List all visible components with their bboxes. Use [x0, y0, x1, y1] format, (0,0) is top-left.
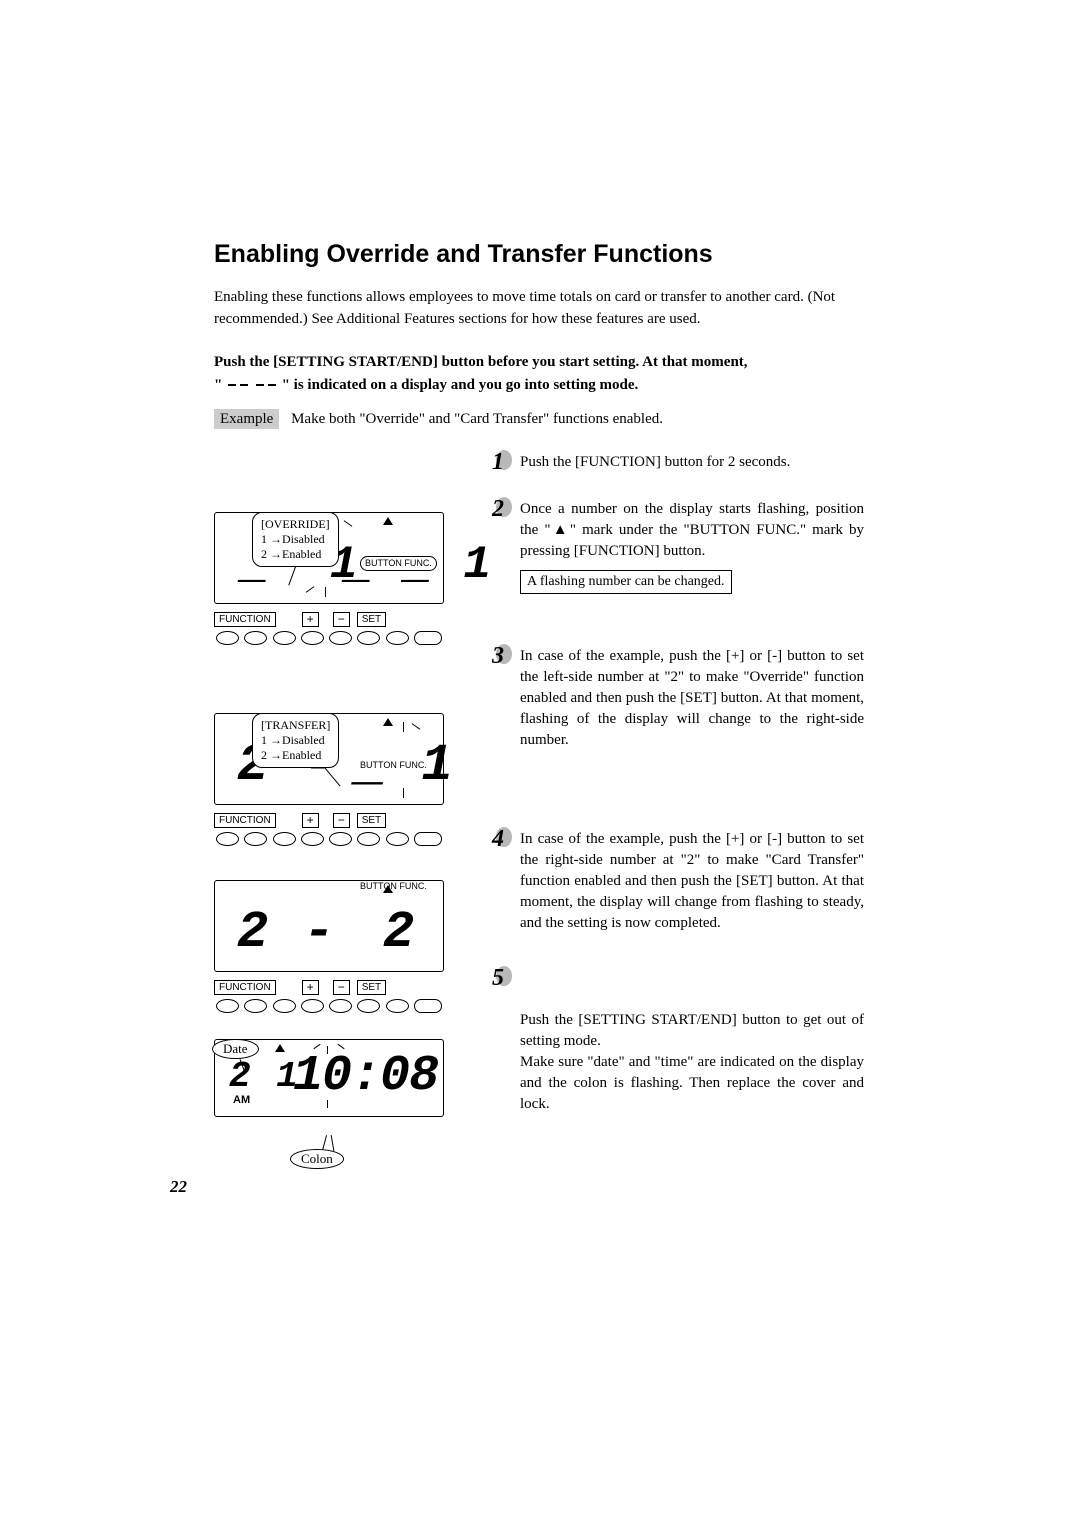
function-button[interactable]: FUNCTION — [214, 612, 276, 627]
set-button[interactable]: SET — [357, 980, 386, 995]
diagrams-column: [OVERRIDE] 1 →Disabled 2 →Enabled BUTTON… — [214, 444, 444, 1141]
triangle-up-icon — [383, 718, 393, 726]
dash-icon — [240, 384, 248, 386]
button-oval[interactable] — [357, 999, 380, 1013]
colon-callout: Colon — [290, 1149, 344, 1169]
transfer-bubble: [TRANSFER] 1 →Disabled 2 →Enabled — [252, 713, 339, 768]
function-button[interactable]: FUNCTION — [214, 813, 276, 828]
steps-column: 1 Push the [FUNCTION] button for 2 secon… — [494, 444, 864, 1115]
button-row: FUNCTION + − SET — [214, 610, 444, 645]
minus-button[interactable]: − — [333, 980, 350, 995]
instr-quote-open: " — [214, 377, 226, 393]
step-text: Once a number on the display starts flas… — [520, 501, 864, 559]
setting-instruction: Push the [SETTING START/END] button befo… — [214, 351, 864, 398]
set-button[interactable]: SET — [357, 813, 386, 828]
step-5: 5 Push the [SETTING START/END] button to… — [494, 968, 864, 1115]
override-bubble: [OVERRIDE] 1 →Disabled 2 →Enabled — [252, 512, 339, 567]
page-number: 22 — [170, 1177, 187, 1197]
button-oval[interactable] — [216, 832, 239, 846]
plus-button[interactable]: + — [302, 813, 319, 828]
button-oval[interactable] — [329, 631, 352, 645]
button-oval[interactable] — [244, 999, 267, 1013]
step-number: 1 — [492, 446, 504, 480]
button-oval[interactable] — [414, 999, 442, 1013]
step-number: 4 — [492, 823, 504, 857]
device-panel-4: Date 2 1 AM 10:08 Colon — [214, 1039, 444, 1117]
step-text: In case of the example, push the [+] or … — [520, 648, 864, 748]
button-func-label: BUTTON FUNC. — [360, 761, 427, 770]
instr-quote-close: " is indicated on a display and you go i… — [278, 377, 638, 393]
step-number: 2 — [492, 493, 504, 527]
note-box: A flashing number can be changed. — [520, 570, 732, 594]
step-2: 2 Once a number on the display starts fl… — [494, 499, 864, 562]
step-text: In case of the example, push the [+] or … — [520, 831, 864, 931]
step-number: 5 — [492, 962, 504, 996]
device-panel-3: BUTTON FUNC. 2 - 2 FUNCTION + − SET — [214, 880, 444, 1013]
lcd-left-digits: 2 - — [237, 903, 337, 962]
example-row: Example Make both "Override" and "Card T… — [214, 411, 864, 428]
button-oval[interactable] — [357, 832, 380, 846]
lcd-time-digits: 10:08 — [293, 1048, 438, 1105]
lcd-right-digits: 2 — [383, 903, 416, 962]
button-oval[interactable] — [273, 832, 296, 846]
button-func-label: BUTTON FUNC. — [360, 556, 437, 571]
button-row: FUNCTION + − SET — [214, 811, 444, 846]
button-oval[interactable] — [301, 631, 324, 645]
function-button[interactable]: FUNCTION — [214, 980, 276, 995]
button-oval[interactable] — [273, 999, 296, 1013]
date-callout: Date — [212, 1039, 259, 1059]
bubble-line: 2 →Enabled — [261, 748, 330, 763]
intro-paragraph: Enabling these functions allows employee… — [214, 287, 864, 331]
button-oval[interactable] — [301, 999, 324, 1013]
bubble-title: [TRANSFER] — [261, 718, 330, 733]
dash-icon — [268, 384, 276, 386]
step-1: 1 Push the [FUNCTION] button for 2 secon… — [494, 452, 864, 473]
bubble-title: [OVERRIDE] — [261, 517, 330, 532]
step-text: Push the [SETTING START/END] button to g… — [520, 1012, 864, 1112]
button-oval[interactable] — [244, 631, 267, 645]
button-oval[interactable] — [386, 999, 409, 1013]
step-text: Push the [FUNCTION] button for 2 seconds… — [520, 454, 790, 470]
step-number: 3 — [492, 640, 504, 674]
set-button[interactable]: SET — [357, 612, 386, 627]
button-oval[interactable] — [329, 832, 352, 846]
page-title: Enabling Override and Transfer Functions — [214, 240, 864, 269]
am-label: AM — [233, 1094, 250, 1106]
dash-icon — [228, 384, 236, 386]
example-label: Example — [214, 409, 279, 429]
plus-button[interactable]: + — [302, 612, 319, 627]
button-oval[interactable] — [357, 631, 380, 645]
button-oval[interactable] — [301, 832, 324, 846]
step-3: 3 In case of the example, push the [+] o… — [494, 646, 864, 751]
device-panel-2: [TRANSFER] 1 →Disabled 2 →Enabled BUTTON… — [214, 713, 444, 846]
plus-button[interactable]: + — [302, 980, 319, 995]
button-oval[interactable] — [386, 832, 409, 846]
button-oval[interactable] — [216, 999, 239, 1013]
button-oval[interactable] — [386, 631, 409, 645]
button-oval[interactable] — [414, 631, 442, 645]
bubble-line: 2 →Enabled — [261, 547, 330, 562]
bubble-line: 1 →Disabled — [261, 733, 330, 748]
button-oval[interactable] — [244, 832, 267, 846]
bubble-line: 1 →Disabled — [261, 532, 330, 547]
triangle-up-icon — [383, 517, 393, 525]
lcd-display: 2 - 2 — [214, 880, 444, 972]
dash-icon — [256, 384, 264, 386]
device-panel-1: [OVERRIDE] 1 →Disabled 2 →Enabled BUTTON… — [214, 512, 444, 645]
minus-button[interactable]: − — [333, 612, 350, 627]
example-text: Make both "Override" and "Card Transfer"… — [291, 411, 663, 427]
button-oval[interactable] — [273, 631, 296, 645]
instr-line1: Push the [SETTING START/END] button befo… — [214, 354, 748, 370]
button-func-label: BUTTON FUNC. — [360, 882, 427, 891]
triangle-up-icon — [275, 1044, 285, 1052]
button-oval[interactable] — [329, 999, 352, 1013]
button-row: FUNCTION + − SET — [214, 978, 444, 1013]
minus-button[interactable]: − — [333, 813, 350, 828]
step-4: 4 In case of the example, push the [+] o… — [494, 829, 864, 934]
button-oval[interactable] — [414, 832, 442, 846]
button-oval[interactable] — [216, 631, 239, 645]
